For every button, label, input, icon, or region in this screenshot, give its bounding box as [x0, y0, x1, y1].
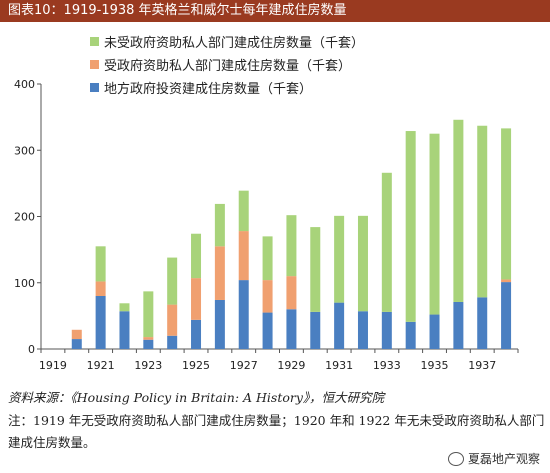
bar-segment-series2: [429, 133, 440, 315]
y-tick-label: 300: [14, 144, 35, 157]
bar-segment-series2: [143, 291, 154, 338]
bar-segment-series2: [357, 215, 368, 312]
watermark: 夏磊地产观察: [447, 450, 540, 467]
legend-item-subsidized: 受政府资助私人部门建成住房数量（千套）: [90, 53, 364, 76]
bar-segment-series2: [381, 172, 392, 312]
bar-segment-series0: [334, 302, 345, 349]
bar-segment-series0: [405, 321, 416, 349]
bar-segment-series0: [310, 311, 321, 349]
bar-segment-series2: [214, 203, 225, 247]
bar-segment-series0: [477, 297, 488, 349]
y-tick-label: 200: [14, 211, 35, 224]
bar-segment-series0: [501, 282, 512, 349]
bar-segment-series2: [453, 119, 464, 302]
bar-segment-series2: [119, 303, 130, 312]
bar-segment-series0: [453, 301, 464, 349]
bar-segment-series0: [286, 309, 297, 349]
bar-segment-series0: [95, 296, 106, 349]
x-tick-label: 1937: [468, 359, 496, 372]
x-tick-label: 1929: [277, 359, 305, 372]
bar-segment-series0: [357, 311, 368, 349]
wechat-icon: [447, 451, 464, 466]
bar-segment-series2: [95, 246, 106, 282]
legend-swatch-unsubsidized: [90, 37, 99, 46]
bar-segment-series1: [95, 281, 106, 296]
bar-segment-series1: [214, 246, 225, 300]
y-tick-label: 0: [28, 343, 35, 356]
bar-segment-series0: [381, 311, 392, 349]
bar-segment-series0: [167, 335, 178, 349]
y-tick-label: 100: [14, 277, 35, 290]
bar-segment-series2: [405, 131, 416, 322]
bar-segment-series1: [71, 329, 82, 340]
bar-segment-series2: [334, 215, 345, 303]
bar-segment-series2: [238, 190, 249, 232]
legend-item-unsubsidized: 未受政府资助私人部门建成住房数量（千套）: [90, 30, 364, 53]
legend-label-local-gov: 地方政府投资建成住房数量（千套）: [104, 82, 313, 97]
y-tick-label: 400: [14, 78, 35, 91]
legend-item-local-gov: 地方政府投资建成住房数量（千套）: [90, 76, 364, 99]
bar-segment-series0: [262, 312, 273, 349]
source-note: 资料来源：《Housing Policy in Britain: A Histo…: [8, 390, 385, 405]
legend-swatch-subsidized: [90, 60, 99, 69]
x-tick-label: 1927: [230, 359, 258, 372]
legend-swatch-local-gov: [90, 83, 99, 92]
bar-segment-series1: [286, 276, 297, 310]
bar-segment-series1: [191, 278, 202, 320]
bar-segment-series1: [143, 337, 154, 340]
bar-segment-series0: [429, 314, 440, 349]
bar-segment-series0: [119, 311, 130, 349]
bar-segment-series1: [262, 280, 273, 313]
x-tick-label: 1933: [373, 359, 401, 372]
legend-label-unsubsidized: 未受政府资助私人部门建成住房数量（千套）: [104, 36, 365, 51]
bar-segment-series2: [477, 125, 488, 298]
chart-title: 图表10：1919-1938 年英格兰和威尔士每年建成住房数量: [0, 0, 550, 22]
bar-segment-series1: [167, 304, 178, 336]
bar-segment-series1: [238, 231, 249, 281]
bar-segment-series2: [501, 128, 512, 280]
x-tick-label: 1919: [39, 359, 67, 372]
legend: 未受政府资助私人部门建成住房数量（千套） 受政府资助私人部门建成住房数量（千套）…: [90, 30, 364, 99]
legend-label-subsidized: 受政府资助私人部门建成住房数量（千套）: [104, 59, 352, 74]
x-tick-label: 1931: [325, 359, 353, 372]
bar-segment-series2: [191, 233, 202, 279]
x-tick-label: 1935: [421, 359, 449, 372]
bar-segment-series0: [238, 280, 249, 349]
bar-segment-series2: [286, 215, 297, 277]
x-tick-label: 1921: [87, 359, 115, 372]
bar-segment-series2: [310, 227, 321, 312]
bar-segment-series1: [501, 279, 512, 283]
x-tick-label: 1923: [134, 359, 162, 372]
bar-segment-series2: [262, 236, 273, 281]
footnote: 注：1919 年无受政府资助私人部门建成住房数量；1920 年和 1922 年无…: [8, 413, 545, 450]
bar-segment-series0: [143, 339, 154, 349]
watermark-text: 夏磊地产观察: [467, 452, 540, 466]
stacked-bar-chart: 0 100 200 300 400 1919 1921 1923 1925 1927 1929 193…: [14, 78, 519, 372]
x-tick-label: 1925: [182, 359, 210, 372]
bar-segment-series0: [191, 319, 202, 349]
bar-segment-series0: [71, 339, 82, 349]
bar-segment-series2: [167, 257, 178, 305]
bar-segment-series0: [214, 299, 225, 349]
